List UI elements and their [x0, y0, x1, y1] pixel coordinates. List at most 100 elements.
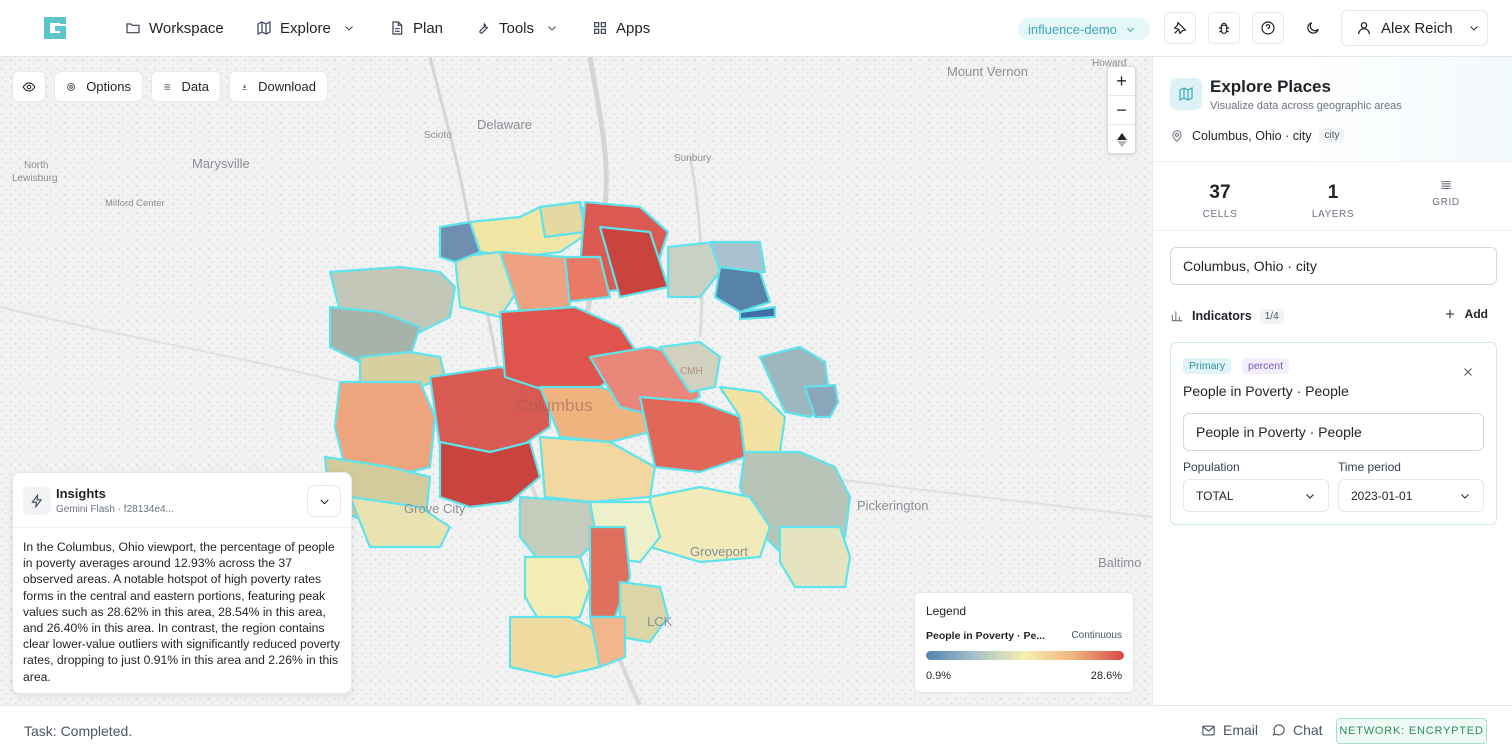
download-label: Download — [258, 79, 316, 94]
theme-toggle[interactable] — [1297, 12, 1329, 44]
moon-icon — [1307, 22, 1319, 34]
user-menu[interactable]: Alex Reich — [1341, 10, 1488, 46]
user-name: Alex Reich — [1381, 19, 1453, 37]
org-selector[interactable]: influence-demo — [1018, 18, 1150, 40]
status-bar: Task: Completed. Email Chat NETWORK: ENC… — [0, 705, 1512, 754]
panel-location: Columbus, Ohio · city city — [1170, 128, 1345, 143]
list-icon — [164, 84, 171, 89]
map-label-baltimore: Baltimo — [1098, 555, 1142, 570]
nav-apps[interactable]: Apps — [592, 16, 650, 40]
legend-max: 28.6% — [1090, 670, 1122, 682]
nav-workspace-label: Workspace — [149, 19, 224, 37]
insights-collapse-button[interactable] — [307, 485, 341, 517]
chevron-down-icon — [319, 498, 329, 504]
email-link[interactable]: Email — [1201, 722, 1258, 738]
network-status-badge: NETWORK: ENCRYPTED — [1336, 718, 1487, 744]
legend-layer-name: People in Poverty · Pe... — [926, 630, 1046, 642]
debug-button[interactable] — [1208, 12, 1240, 44]
folder-icon — [126, 23, 140, 34]
zoom-in-button[interactable]: + — [1108, 67, 1135, 96]
map-icon — [1179, 87, 1193, 101]
email-label: Email — [1223, 722, 1259, 738]
chevron-down-icon — [1469, 26, 1478, 31]
pin-button[interactable] — [1164, 12, 1196, 44]
download-button[interactable]: Download — [229, 71, 328, 102]
zoom-out-button[interactable]: − — [1108, 96, 1135, 125]
map-icon — [257, 21, 271, 35]
options-button[interactable]: Options — [54, 71, 143, 102]
document-icon — [392, 21, 403, 35]
app-logo[interactable] — [42, 15, 68, 41]
panel-location-text: Columbus, Ohio · city — [1192, 128, 1312, 143]
population-value: TOTAL — [1196, 488, 1234, 503]
unit-badge: percent — [1242, 358, 1290, 374]
chevron-down-icon — [345, 26, 353, 31]
insights-panel: Insights Gemini Flash · f28134e4... In t… — [12, 472, 352, 694]
time-period-value: 2023-01-01 — [1351, 488, 1413, 503]
indicator-card: Primary percent People in Poverty · Peop… — [1170, 342, 1497, 525]
location-type-tag: city — [1319, 128, 1345, 143]
pin-icon — [1173, 21, 1187, 35]
insights-icon-box — [23, 487, 51, 515]
nav-workspace[interactable]: Workspace — [125, 16, 224, 40]
nav-explore[interactable]: Explore — [256, 16, 355, 40]
map-canvas[interactable]: Mount Vernon Howard Delaware Scioto Mary… — [0, 57, 1152, 705]
nav-tools-label: Tools — [499, 19, 535, 37]
indicator-input[interactable]: People in Poverty · People — [1183, 413, 1484, 451]
insights-header: Insights Gemini Flash · f28134e4... — [13, 473, 351, 528]
help-button[interactable] — [1252, 12, 1284, 44]
chat-link[interactable]: Chat — [1271, 722, 1323, 738]
data-label: Data — [181, 79, 209, 94]
panel-subtitle: Visualize data across geographic areas — [1210, 100, 1402, 112]
insights-model: Gemini Flash · f28134e4... — [56, 504, 174, 515]
choropleth-layer — [323, 200, 852, 679]
org-name: influence-demo — [1028, 21, 1117, 37]
help-icon — [1261, 21, 1275, 35]
indicator-title: People in Poverty · People — [1183, 383, 1349, 399]
remove-indicator-button[interactable] — [1462, 365, 1474, 377]
close-icon — [1464, 368, 1472, 376]
user-icon — [1358, 22, 1370, 35]
stats-row: 37 CELLS 1 LAYERS GRID — [1153, 162, 1512, 231]
data-button[interactable]: Data — [151, 71, 221, 102]
map-label-howard: Howard — [1092, 58, 1127, 69]
nav-tools[interactable]: Tools — [475, 16, 558, 40]
nav-apps-label: Apps — [616, 19, 651, 37]
stat-layers-label: LAYERS — [1311, 209, 1355, 220]
download-icon — [242, 84, 247, 90]
population-select[interactable]: TOTAL — [1183, 479, 1329, 512]
legend-title: Legend — [926, 604, 967, 618]
map-label-scioto: Scioto — [424, 130, 452, 141]
eye-icon — [22, 81, 36, 92]
map-label-marysville: Marysville — [192, 156, 250, 171]
bug-icon — [1218, 22, 1230, 34]
time-period-label: Time period — [1338, 460, 1401, 474]
visibility-toggle[interactable] — [12, 71, 46, 102]
bar-chart-icon — [1171, 311, 1183, 322]
map-label-mount-vernon: Mount Vernon — [947, 64, 1028, 79]
gear-icon — [67, 82, 75, 91]
chevron-down-icon — [1461, 494, 1469, 499]
compass-button[interactable] — [1108, 125, 1135, 154]
chat-icon — [1272, 723, 1285, 736]
stat-grid[interactable]: GRID — [1391, 178, 1501, 208]
legend-scale-type: Continuous — [1071, 630, 1122, 641]
nav-plan[interactable]: Plan — [389, 16, 443, 40]
map-label-columbus: Columbus — [516, 396, 593, 415]
wrench-icon — [479, 22, 489, 34]
map-label-sunbury: Sunbury — [674, 153, 712, 164]
chevron-down-icon — [1306, 494, 1314, 499]
time-period-select[interactable]: 2023-01-01 — [1338, 479, 1484, 512]
add-indicator-button[interactable]: Add — [1443, 307, 1488, 321]
zoom-control: + − — [1107, 66, 1136, 154]
explore-panel: Explore Places Visualize data across geo… — [1152, 57, 1512, 705]
legend-min: 0.9% — [926, 670, 952, 682]
insights-text: In the Columbus, Ohio viewport, the perc… — [23, 540, 341, 684]
panel-header: Explore Places Visualize data across geo… — [1153, 57, 1512, 162]
insights-title: Insights — [56, 486, 106, 501]
indicators-label: Indicators — [1192, 309, 1252, 323]
map-label-grove-city: Grove City — [404, 501, 466, 516]
nav-explore-label: Explore — [280, 19, 331, 37]
chevron-down-icon — [1126, 27, 1134, 32]
location-search-input[interactable]: Columbus, Ohio · city — [1170, 247, 1497, 285]
